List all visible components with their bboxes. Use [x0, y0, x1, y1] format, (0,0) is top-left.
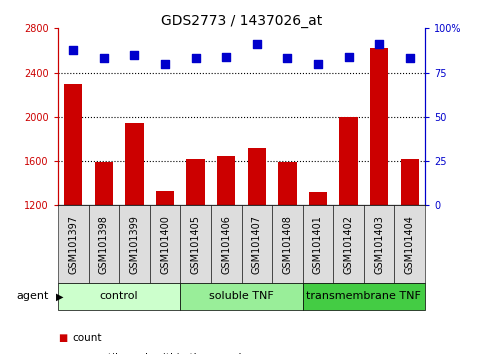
- Bar: [125, 124, 143, 205]
- Text: percentile rank within the sample: percentile rank within the sample: [72, 353, 248, 354]
- Text: GSM101399: GSM101399: [129, 215, 140, 274]
- Point: [100, 56, 108, 61]
- Bar: [340, 117, 358, 205]
- Text: ▶: ▶: [56, 291, 63, 302]
- Point: [192, 56, 199, 61]
- Point: [314, 61, 322, 67]
- Text: GSM101401: GSM101401: [313, 215, 323, 274]
- Text: GSM101400: GSM101400: [160, 215, 170, 274]
- Text: ■: ■: [58, 333, 67, 343]
- Bar: [248, 148, 266, 205]
- Text: GSM101407: GSM101407: [252, 215, 262, 274]
- Point: [161, 61, 169, 67]
- Text: GSM101398: GSM101398: [99, 215, 109, 274]
- Text: GDS2773 / 1437026_at: GDS2773 / 1437026_at: [161, 14, 322, 28]
- Text: transmembrane TNF: transmembrane TNF: [306, 291, 421, 302]
- Text: ■: ■: [58, 353, 67, 354]
- Text: GSM101406: GSM101406: [221, 215, 231, 274]
- Bar: [186, 159, 205, 205]
- Text: GSM101404: GSM101404: [405, 215, 415, 274]
- Text: GSM101402: GSM101402: [343, 215, 354, 274]
- Bar: [309, 192, 327, 205]
- Text: GSM101405: GSM101405: [191, 215, 200, 274]
- Text: count: count: [72, 333, 102, 343]
- Text: soluble TNF: soluble TNF: [209, 291, 274, 302]
- Text: GSM101403: GSM101403: [374, 215, 384, 274]
- Text: GSM101408: GSM101408: [283, 215, 292, 274]
- Point: [345, 54, 353, 59]
- Point: [70, 47, 77, 52]
- Bar: [370, 48, 388, 205]
- Bar: [95, 162, 113, 205]
- Point: [284, 56, 291, 61]
- Bar: [400, 159, 419, 205]
- Point: [130, 52, 138, 58]
- Bar: [64, 84, 83, 205]
- Bar: [156, 191, 174, 205]
- Text: GSM101397: GSM101397: [68, 215, 78, 274]
- Point: [222, 54, 230, 59]
- Point: [253, 41, 261, 47]
- Text: control: control: [100, 291, 139, 302]
- Bar: [217, 155, 235, 205]
- Point: [406, 56, 413, 61]
- Point: [375, 41, 383, 47]
- Text: agent: agent: [16, 291, 48, 302]
- Bar: [278, 162, 297, 205]
